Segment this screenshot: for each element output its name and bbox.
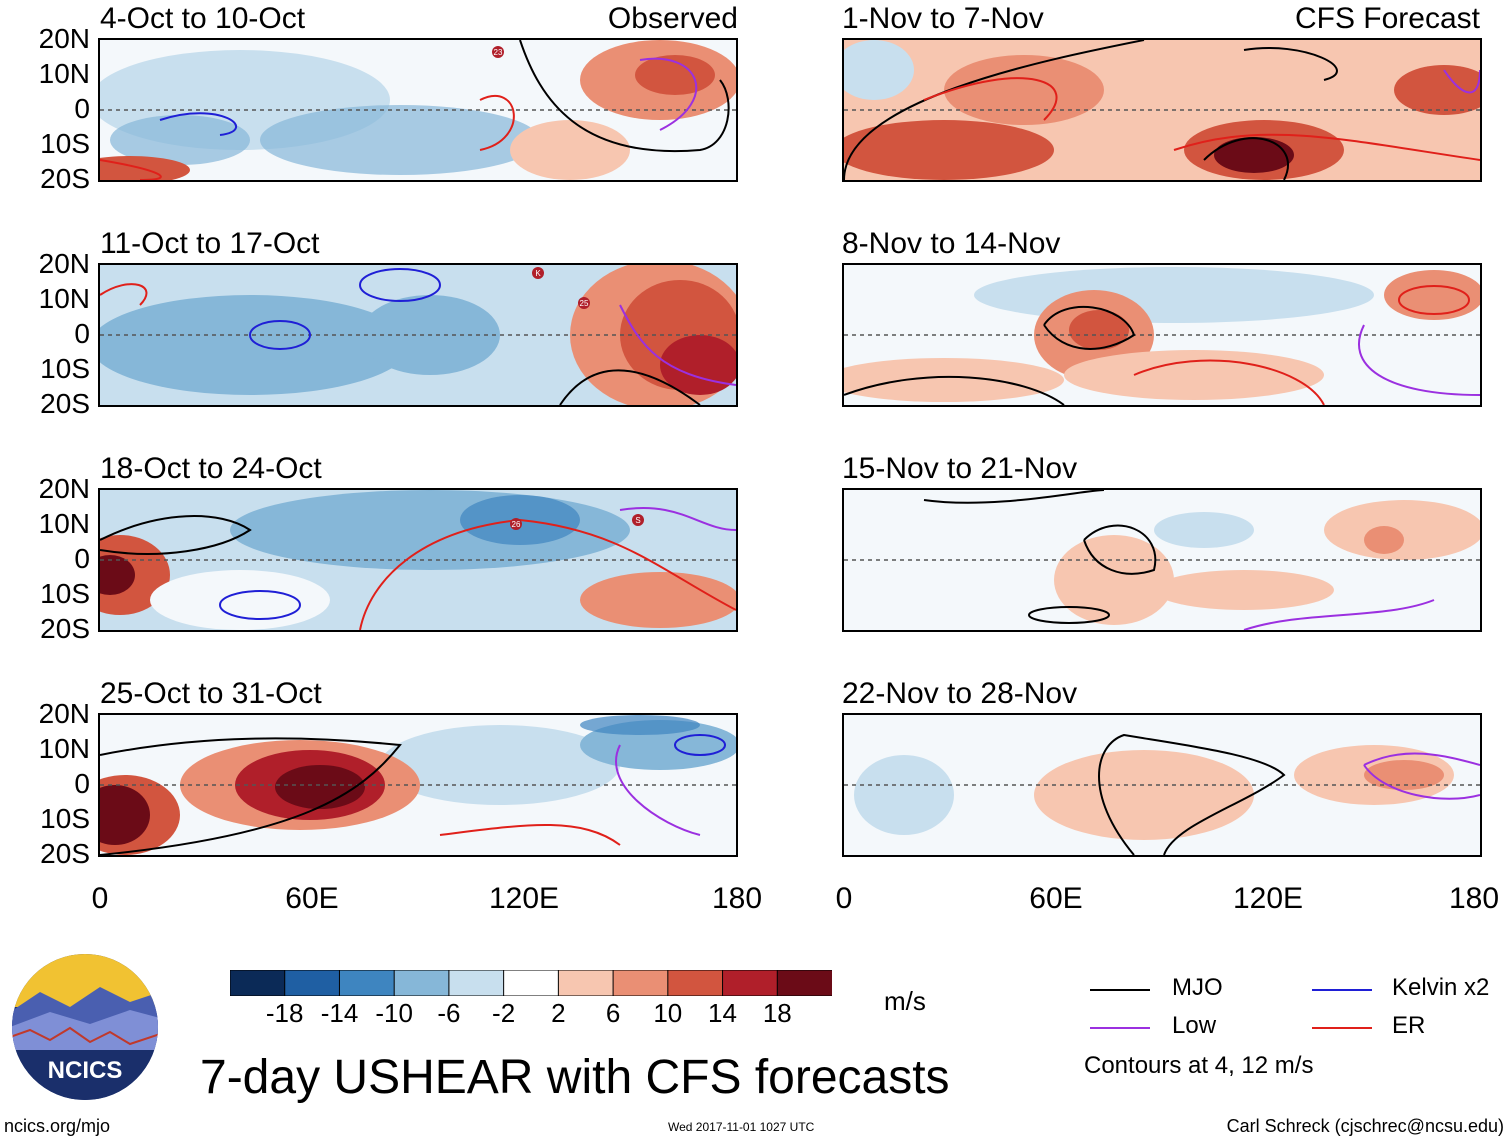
lat-label-20n: 20N — [38, 473, 90, 504]
colorbar-label: -14 — [320, 998, 359, 1028]
colorbar-label: -6 — [437, 998, 461, 1028]
legend-line-er — [1312, 1027, 1372, 1029]
lat-label-20s: 20S — [40, 613, 90, 644]
cyclone-marker-k: K — [535, 269, 541, 278]
lat-label-20n: 20N — [38, 248, 90, 279]
panel-title-obs2: 11-Oct to 17-Oct — [100, 227, 320, 260]
colorbar-swatches — [229, 969, 834, 997]
legend-line-kelvin — [1312, 989, 1372, 991]
ncics-logo: NCICS — [10, 952, 160, 1102]
legend-label-er: ER — [1392, 1012, 1426, 1039]
legend-label-low: Low — [1172, 1012, 1217, 1039]
cyclone-marker-s: S — [635, 516, 640, 525]
lat-label-0: 0 — [74, 93, 90, 124]
panel-title-obs3: 18-Oct to 24-Oct — [100, 452, 322, 485]
colorbar — [229, 969, 834, 997]
map-panel-fc1 — [842, 38, 1482, 182]
lat-label-20n: 20N — [38, 23, 90, 54]
lon-label-180: 180 — [711, 882, 763, 915]
lat-label-20s: 20S — [40, 388, 90, 419]
lat-label-10n: 10N — [38, 733, 90, 764]
lat-label-10n: 10N — [38, 283, 90, 314]
lat-label-0: 0 — [74, 318, 90, 349]
colorbar-label: -2 — [492, 998, 516, 1028]
colorbar-label: -18 — [265, 998, 304, 1028]
colorbar-swatch — [667, 969, 724, 997]
colorbar-swatch — [448, 969, 505, 997]
colorbar-swatch — [503, 969, 560, 997]
colorbar-swatch — [557, 969, 615, 997]
colorbar-label: 6 — [605, 998, 621, 1028]
lat-label-20s: 20S — [40, 163, 90, 194]
lon-label-120e: 120E — [488, 882, 560, 915]
lat-label-10n: 10N — [38, 58, 90, 89]
lon-label-0: 0 — [91, 882, 109, 915]
map-panel-fc4 — [842, 713, 1482, 857]
panel-title-fc1: 1-Nov to 7-Nov — [842, 2, 1044, 35]
panel-title-fc2: 8-Nov to 14-Nov — [842, 227, 1061, 260]
legend-label-mjo: MJO — [1172, 974, 1223, 1001]
lat-label-10n: 10N — [38, 508, 90, 539]
map-panel-obs2: K 25 — [98, 263, 738, 407]
legend-line-mjo — [1090, 989, 1150, 991]
lon-label-60e: 60E — [285, 882, 339, 915]
map-panel-obs4 — [98, 713, 738, 857]
map-panel-fc2 — [842, 263, 1482, 407]
colorbar-swatch — [393, 969, 450, 997]
panel-title-fc3: 15-Nov to 21-Nov — [842, 452, 1078, 485]
map-panel-obs1: 23 — [98, 38, 738, 182]
colorbar-swatch — [776, 969, 834, 997]
logo-text: NCICS — [48, 1057, 123, 1084]
lat-label-20s: 20S — [40, 838, 90, 869]
legend-label-kelvin: Kelvin x2 — [1392, 974, 1490, 1001]
colorbar-swatch — [284, 969, 341, 997]
lat-label-0: 0 — [74, 768, 90, 799]
colorbar-label: 18 — [762, 998, 792, 1028]
colorbar-label: -10 — [375, 998, 413, 1028]
panel-title-obs4: 25-Oct to 31-Oct — [100, 677, 322, 710]
lat-label-10s: 10S — [40, 128, 90, 159]
colorbar-swatch — [612, 969, 669, 997]
panel-title-obs1: 4-Oct to 10-Oct — [100, 2, 306, 35]
panel-title-fc4: 22-Nov to 28-Nov — [842, 677, 1078, 710]
cyclone-marker-25: 25 — [580, 299, 589, 308]
cyclone-marker-23: 23 — [494, 48, 503, 57]
colorbar-swatch — [229, 969, 286, 997]
lat-label-10s: 10S — [40, 353, 90, 384]
map-panel-fc3 — [842, 488, 1482, 632]
panel-tag-observed: Observed — [607, 2, 738, 35]
main-title: 7-day USHEAR with CFS forecasts — [200, 1051, 950, 1104]
lon-label-180: 180 — [1448, 882, 1500, 915]
footer-credit: Carl Schreck (cjschrec@ncsu.edu) — [1226, 1116, 1504, 1136]
legend-note: Contours at 4, 12 m/s — [1084, 1052, 1314, 1079]
map-panel-obs3: 26 S — [98, 488, 738, 632]
lat-label-20n: 20N — [38, 698, 90, 729]
lat-label-10s: 10S — [40, 578, 90, 609]
colorbar-label: 2 — [551, 998, 566, 1028]
colorbar-swatch — [722, 969, 779, 997]
panel-tag-cfs-forecast: CFS Forecast — [1294, 2, 1480, 35]
colorbar-units: m/s — [884, 986, 926, 1016]
footer-url[interactable]: ncics.org/mjo — [4, 1116, 111, 1136]
lon-label-60e: 60E — [1029, 882, 1083, 915]
legend-line-low — [1090, 1027, 1150, 1029]
colorbar-swatch — [338, 969, 396, 997]
footer-timestamp: Wed 2017-11-01 1027 UTC — [668, 1120, 815, 1134]
cyclone-marker-26: 26 — [512, 520, 521, 529]
colorbar-label: 10 — [653, 998, 683, 1028]
lon-label-0: 0 — [835, 882, 853, 915]
lat-label-10s: 10S — [40, 803, 90, 834]
lon-label-120e: 120E — [1232, 882, 1304, 915]
lat-label-0: 0 — [74, 543, 90, 574]
colorbar-label: 14 — [708, 998, 737, 1028]
